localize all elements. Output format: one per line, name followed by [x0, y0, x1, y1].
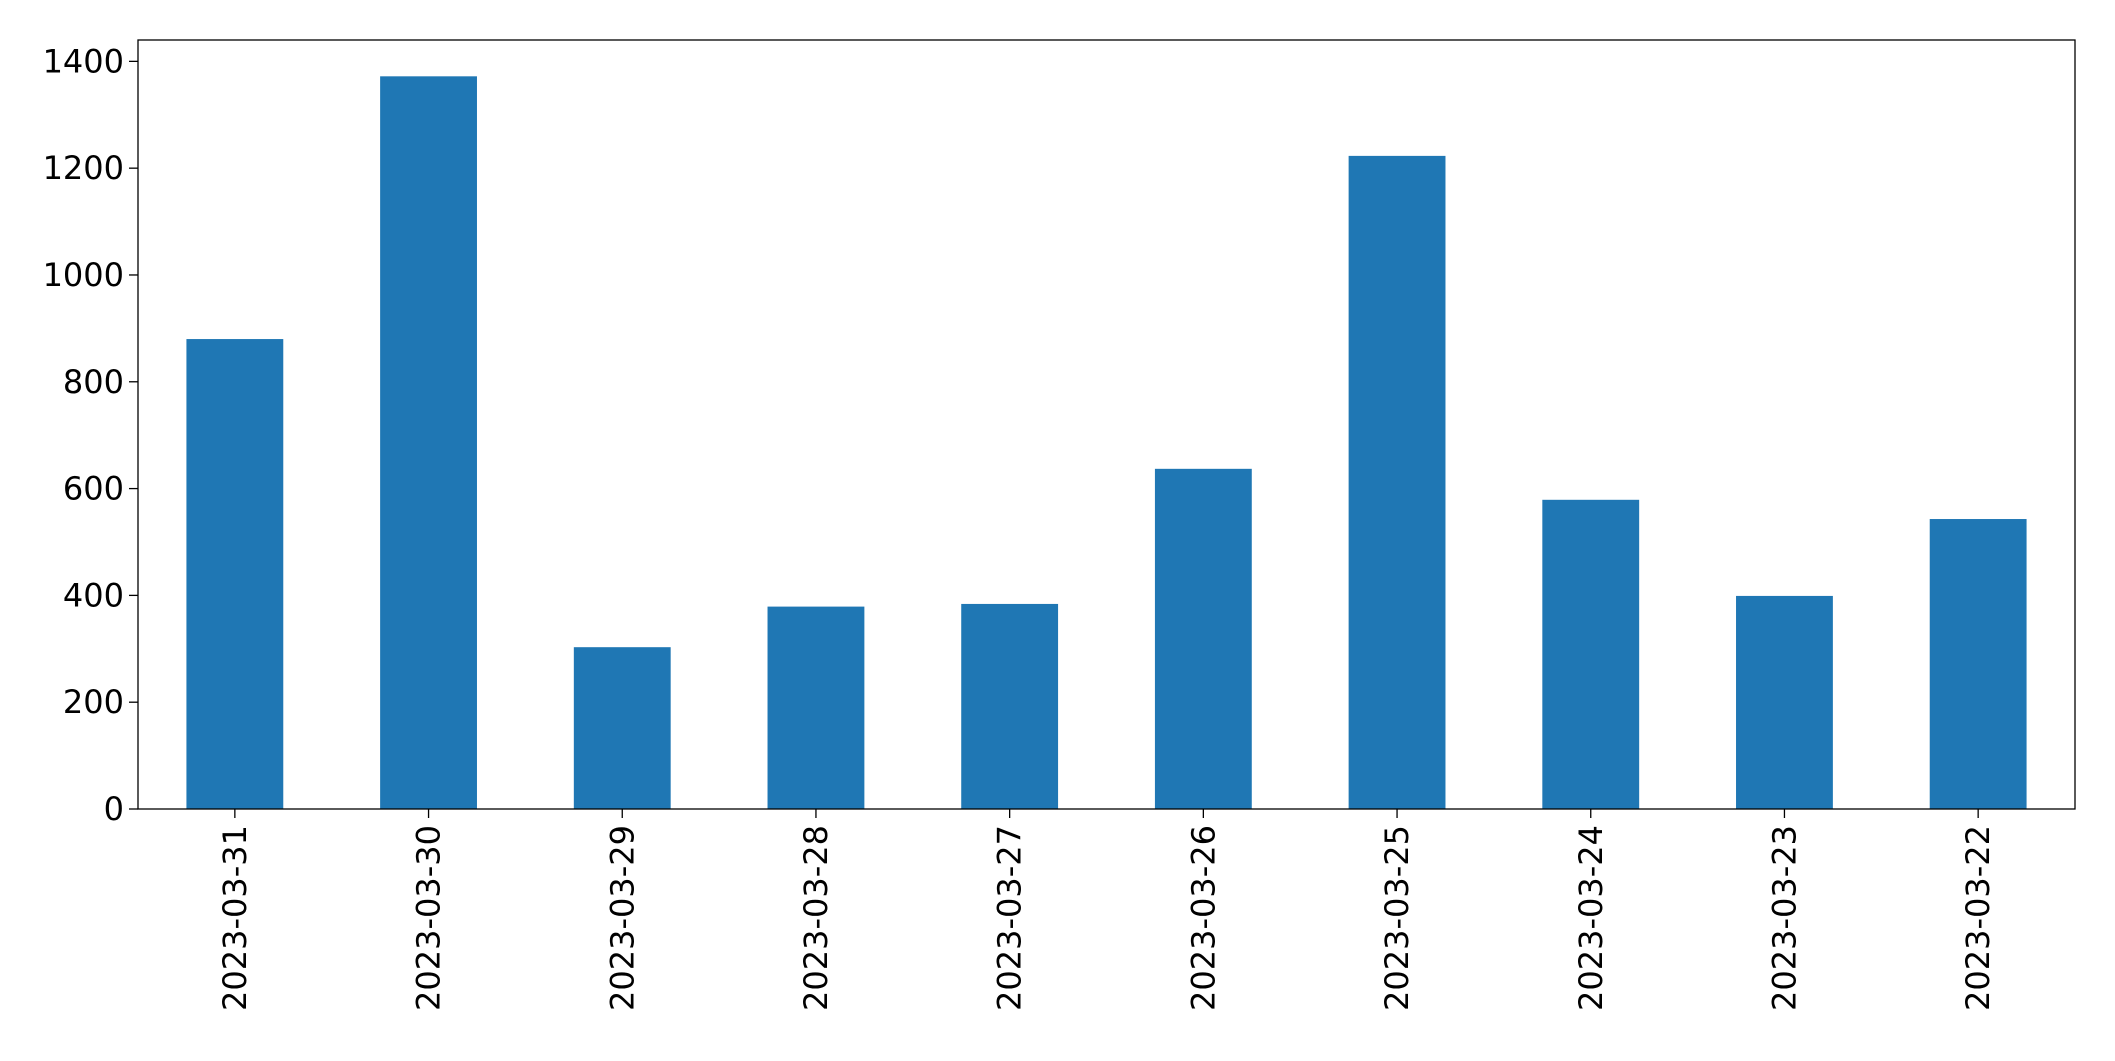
- x-tick-label: 2023-03-30: [410, 825, 448, 1011]
- bar: [186, 339, 284, 809]
- y-tick-label: 0: [104, 790, 124, 828]
- plot-frame: [137, 39, 2076, 810]
- bar: [380, 76, 477, 809]
- y-tick-label: 200: [63, 683, 124, 721]
- y-tick-label: 400: [63, 576, 124, 614]
- bar: [1542, 499, 1640, 809]
- bar: [1736, 595, 1833, 809]
- x-tick-label: 2023-03-29: [603, 825, 641, 1011]
- bar: [1154, 468, 1252, 809]
- x-tick-label: 2023-03-25: [1378, 825, 1416, 1011]
- x-tick-label: 2023-03-31: [216, 825, 254, 1011]
- y-tick-label: 600: [63, 470, 124, 508]
- x-tick-label: 2023-03-27: [991, 825, 1029, 1011]
- x-tick-label: 2023-03-23: [1765, 825, 1803, 1011]
- bar: [1348, 155, 1446, 809]
- y-tick-label: 800: [63, 363, 124, 401]
- bar: [961, 603, 1059, 809]
- x-tick-label: 2023-03-28: [797, 825, 835, 1011]
- x-tick-label: 2023-03-24: [1572, 825, 1610, 1011]
- bar: [573, 647, 671, 809]
- x-tick-label: 2023-03-26: [1184, 825, 1222, 1011]
- bar: [1929, 519, 2027, 809]
- x-tick-label: 2023-03-22: [1959, 825, 1997, 1011]
- y-tick-label: 1000: [43, 256, 124, 294]
- y-tick-label: 1400: [43, 42, 124, 80]
- bar: [767, 606, 865, 809]
- y-tick-label: 1200: [43, 149, 124, 187]
